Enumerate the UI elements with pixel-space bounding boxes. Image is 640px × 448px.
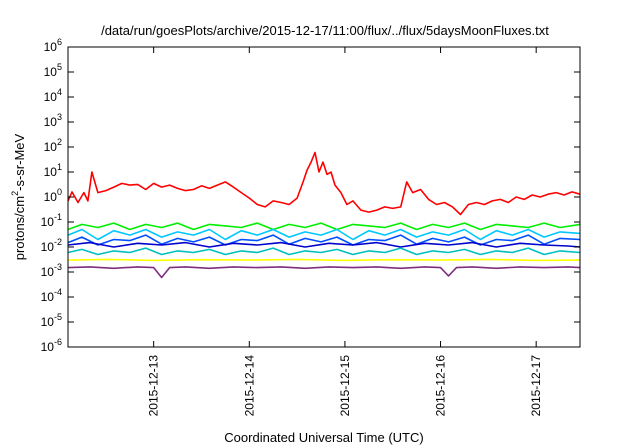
- y-tick-exp: 1: [57, 162, 62, 172]
- y-tick-exp: -4: [54, 287, 62, 297]
- y-tick-exp: 4: [57, 87, 62, 97]
- x-tick-label: 2015-12-13: [147, 355, 161, 417]
- y-tick-exp: 2: [57, 137, 62, 147]
- y-tick-base: 10: [41, 290, 55, 304]
- y-axis-label-rest: -s-sr-MeV: [12, 133, 27, 190]
- series-line-5: [67, 247, 581, 256]
- y-tick-base: 10: [44, 190, 58, 204]
- y-tick-label: 103: [44, 112, 62, 129]
- series-line-0: [67, 151, 581, 216]
- series-line-1: [67, 222, 581, 231]
- y-tick-base: 10: [41, 265, 55, 279]
- y-tick-base: 10: [44, 115, 58, 129]
- y-tick-base: 10: [41, 215, 55, 229]
- chart-title: /data/run/goesPlots/archive/2015-12-17/1…: [101, 23, 549, 38]
- y-tick-exp: 3: [57, 112, 62, 122]
- x-tick-label: 2015-12-15: [338, 355, 352, 417]
- y-tick-base: 10: [44, 40, 58, 54]
- series-line-4: [67, 241, 581, 248]
- x-tick-label: 2015-12-16: [434, 355, 448, 417]
- series-line-2: [67, 228, 581, 241]
- y-tick-label: 10-1: [41, 212, 62, 229]
- y-axis-label: protons/cm2-s-sr-MeV: [10, 133, 27, 260]
- y-tick-label: 10-5: [41, 312, 62, 329]
- y-tick-label: 100: [44, 187, 62, 204]
- series-line-7: [67, 266, 581, 279]
- y-tick-exp: -1: [54, 212, 62, 222]
- y-tick-label: 10-2: [41, 237, 62, 254]
- y-tick-exp: 6: [57, 37, 62, 47]
- y-tick-label: 102: [44, 137, 62, 154]
- plot-frame: [67, 46, 581, 348]
- y-tick-label: 10-4: [41, 287, 62, 304]
- y-tick-exp: -2: [54, 237, 62, 247]
- y-tick-base: 10: [41, 315, 55, 329]
- y-tick-exp: 0: [57, 187, 62, 197]
- series-line-6: [67, 258, 581, 262]
- y-axis-label-base: protons/cm: [12, 196, 27, 260]
- x-axis-label: Coordinated Universal Time (UTC): [224, 430, 423, 445]
- y-tick-label: 10-3: [41, 262, 62, 279]
- y-tick-base: 10: [44, 140, 58, 154]
- y-tick-base: 10: [44, 65, 58, 79]
- y-tick-base: 10: [44, 165, 58, 179]
- y-tick-label: 10-6: [41, 337, 62, 354]
- y-tick-exp: 5: [57, 62, 62, 72]
- x-axis: 2015-12-13 2015-12-14 2015-12-15 2015-12-16…: [147, 47, 543, 417]
- y-tick-exp: -3: [54, 262, 62, 272]
- plot-lines: [67, 151, 581, 279]
- y-tick-base: 10: [41, 340, 55, 354]
- y-axis: 10-610-510-410-310-210-11001011021031041…: [41, 37, 580, 354]
- y-tick-base: 10: [44, 90, 58, 104]
- y-tick-label: 101: [44, 162, 62, 179]
- y-tick-label: 106: [44, 37, 62, 54]
- y-tick-exp: -5: [54, 312, 62, 322]
- y-axis-label-sup: 2: [10, 191, 20, 196]
- series-line-3: [67, 234, 581, 246]
- y-tick-label: 105: [44, 62, 62, 79]
- x-tick-label: 2015-12-14: [242, 355, 256, 417]
- y-tick-base: 10: [41, 240, 55, 254]
- y-tick-label: 104: [44, 87, 62, 104]
- y-tick-exp: -6: [54, 337, 62, 347]
- x-tick-label: 2015-12-17: [529, 355, 543, 417]
